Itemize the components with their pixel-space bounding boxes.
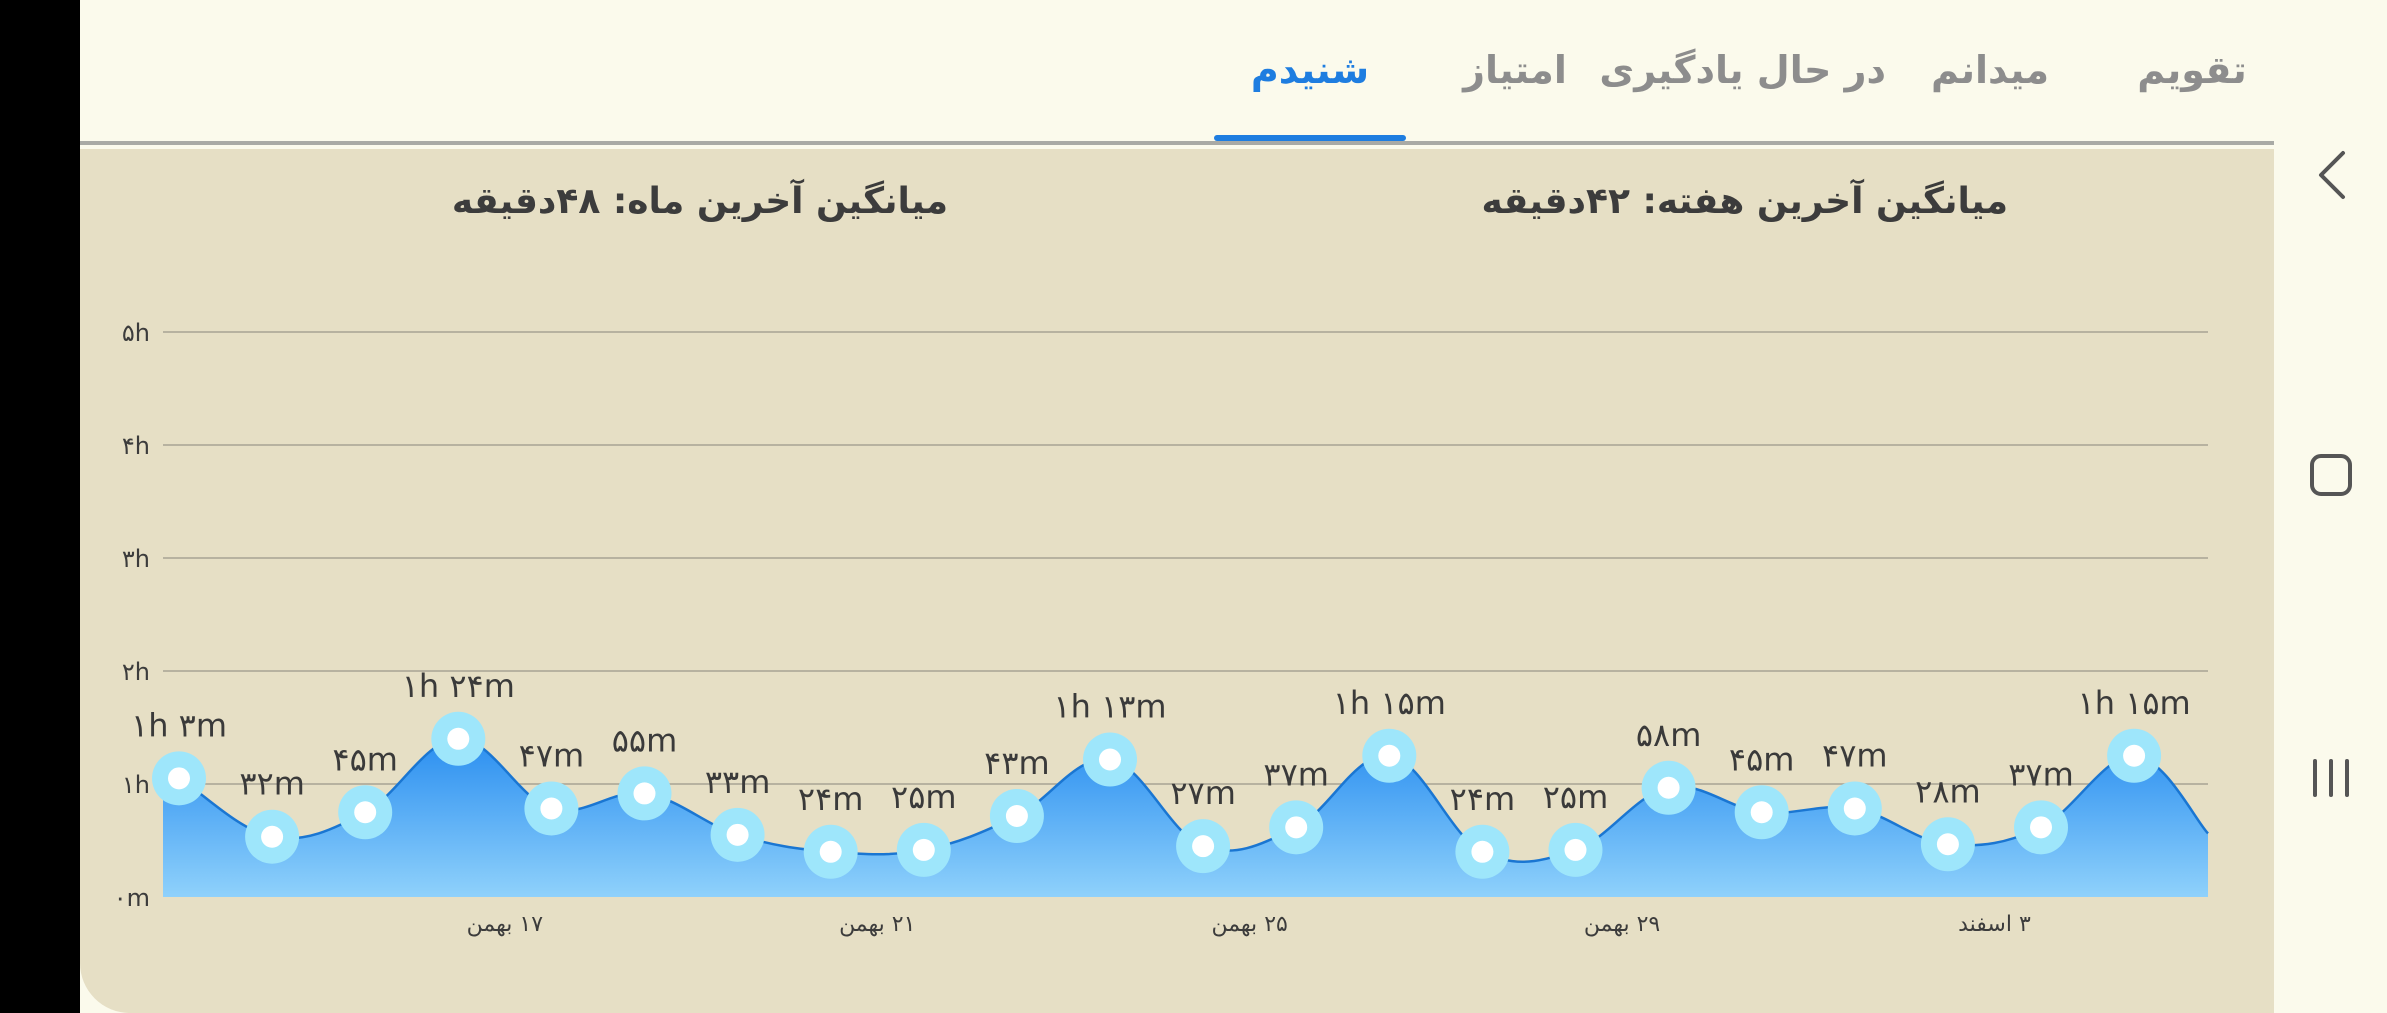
data-point-center (2030, 816, 2052, 839)
data-label: ۴۷m (519, 736, 585, 774)
square-icon[interactable] (2274, 440, 2387, 510)
recents-icon[interactable] (2274, 743, 2387, 813)
y-tick-label: ۱h (122, 771, 150, 799)
data-point-center (168, 767, 190, 790)
data-label: ۳۳m (705, 763, 771, 801)
data-label: ۳۲m (239, 765, 305, 803)
data-label: ۱h ۱۵m (1333, 684, 1446, 722)
data-point-center (1843, 797, 1866, 820)
data-label: ۱h ۲۴m (402, 667, 515, 705)
data-label: ۱h ۳m (131, 706, 227, 744)
x-tick-label: ۱۷ بهمن (467, 912, 544, 937)
data-label: ۲۴m (798, 780, 864, 818)
month-average-label: میانگین آخرین ماه: ۴۸دقیقه (451, 181, 949, 222)
data-point-center (2123, 744, 2146, 767)
data-label: ۵۸m (1636, 716, 1702, 754)
tab-heard[interactable]: شنیدم (1250, 48, 1370, 92)
data-point-center (354, 801, 377, 824)
data-point-center (1936, 833, 1959, 856)
data-point-center (1378, 744, 1401, 767)
system-nav-bar (2274, 0, 2387, 1013)
data-point-center (1285, 816, 1308, 839)
data-point-center (1005, 805, 1028, 828)
data-label: ۲۵m (891, 778, 957, 816)
data-label: ۱h ۱۵m (2078, 684, 2191, 722)
data-label: ۳۷m (1263, 755, 1329, 793)
data-point-center (540, 797, 563, 820)
tab-learning[interactable]: در حال یادگیری (1599, 48, 1886, 92)
data-point-center (1192, 835, 1215, 858)
data-point-center (1099, 748, 1121, 771)
data-label: ۲۵m (1543, 778, 1609, 816)
x-tick-label: ۲۵ بهمن (1211, 912, 1287, 937)
data-point-center (261, 825, 284, 848)
x-tick-label: ۲۹ بهمن (1584, 912, 1660, 937)
data-label: ۱h ۱۳m (1053, 688, 1166, 726)
y-tick-label: ۰m (114, 884, 150, 912)
tab-known[interactable]: میدانم (1930, 48, 2050, 92)
data-point-center (633, 782, 656, 805)
data-point-center (1750, 801, 1773, 824)
data-label: ۵۵m (612, 721, 678, 759)
active-tab-indicator (1214, 135, 1406, 141)
data-label: ۳۷m (2008, 755, 2074, 793)
y-tick-label: ۴h (122, 432, 150, 460)
week-average-label: میانگین آخرین هفته: ۴۲دقیقه (1481, 181, 2008, 222)
y-tick-label: ۵h (122, 319, 150, 347)
data-point-center (1471, 840, 1494, 863)
data-point-center (1657, 776, 1680, 799)
tab-score[interactable]: امتیاز (1463, 48, 1567, 92)
data-point-center (726, 823, 749, 846)
data-label: ۲۷m (1170, 774, 1236, 812)
listening-stats-panel: میانگین آخرین هفته: ۴۲دقیقه میانگین آخری… (80, 149, 2274, 1013)
data-label: ۴۷m (1822, 736, 1888, 774)
data-point-center (912, 838, 935, 861)
listening-time-chart: ۰m ۱h ۲h ۳h ۴h ۵h ۱۷ بهمن ۲۱ بهمن ۲۵ بهمن ۲۹ بهم… (114, 319, 2209, 937)
data-point-center (1564, 838, 1587, 861)
tab-calendar[interactable]: تقویم (2137, 48, 2247, 92)
y-tick-label: ۲h (122, 658, 150, 686)
app-panel: تقویم میدانم در حال یادگیری امتیاز شنیدم… (80, 0, 2274, 1013)
data-label: ۴۵m (1729, 740, 1795, 778)
tab-bar: تقویم میدانم در حال یادگیری امتیاز شنیدم (80, 0, 2274, 145)
y-tick-label: ۳h (122, 545, 150, 573)
data-point-center (447, 727, 470, 750)
chevron-left-icon[interactable] (2274, 140, 2387, 210)
data-label: ۲۸m (1915, 772, 1981, 810)
data-label: ۲۴m (1450, 780, 1516, 818)
left-black-bar (0, 0, 80, 1013)
x-tick-label: ۲۱ بهمن (839, 912, 915, 937)
data-label: ۴۵m (332, 740, 398, 778)
x-tick-label: ۳ اسفند (1958, 912, 2031, 937)
data-label: ۴۳m (984, 744, 1050, 782)
data-point-center (819, 840, 842, 863)
area-fill (163, 738, 2208, 897)
